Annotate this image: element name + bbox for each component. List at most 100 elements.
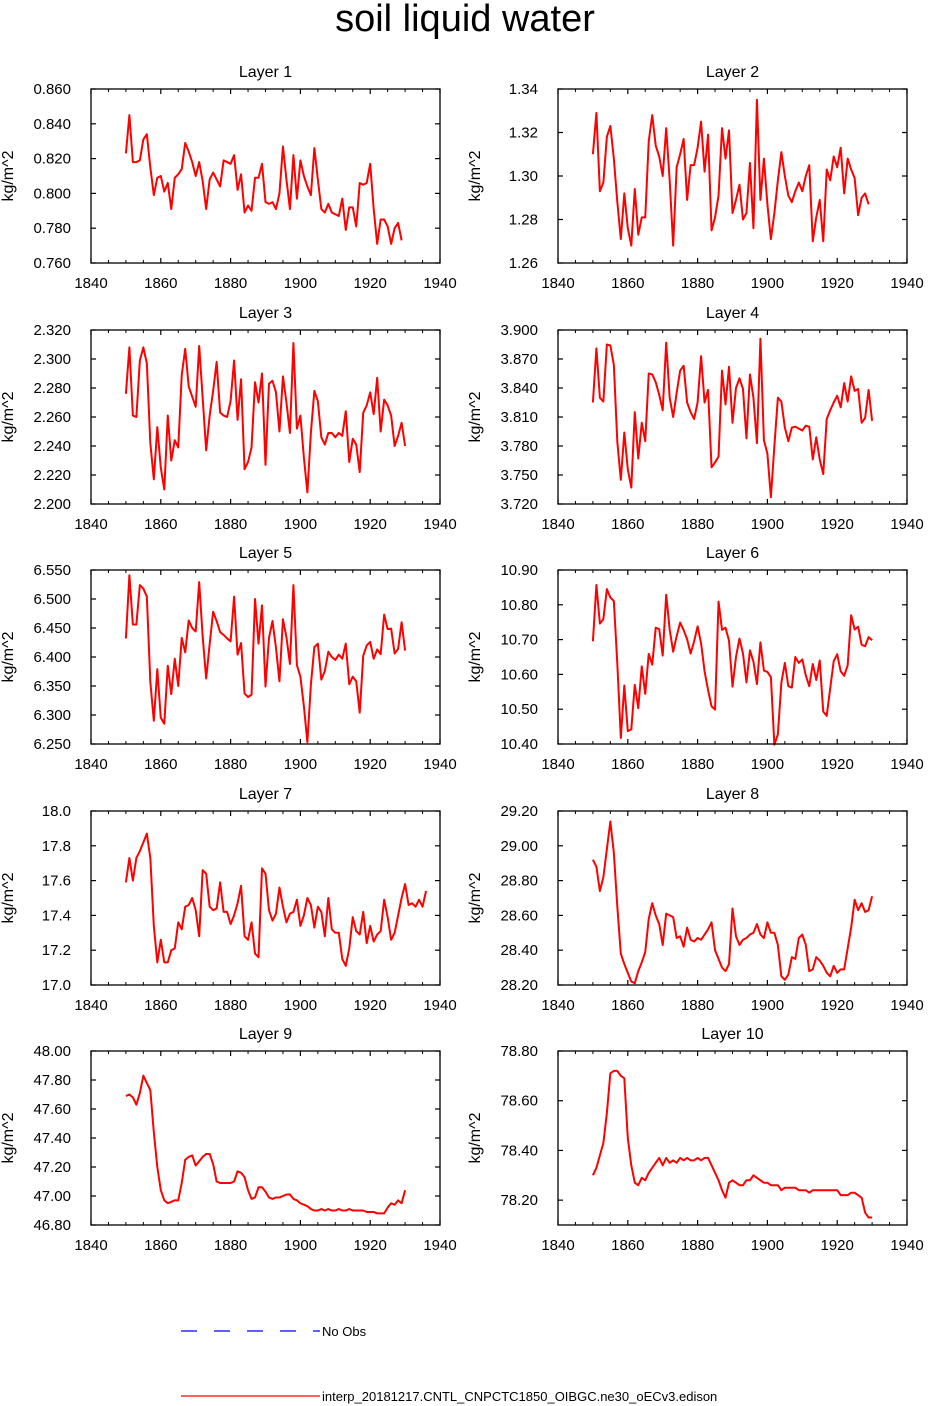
x-tick-label: 1920 xyxy=(821,1237,854,1254)
x-tick-label: 1840 xyxy=(541,275,574,292)
x-tick-label: 1940 xyxy=(890,275,923,292)
panel-title: Layer 5 xyxy=(239,545,292,562)
x-tick-label: 1880 xyxy=(214,516,247,533)
y-tick-label: 3.720 xyxy=(500,496,538,513)
y-tick-label: 1.32 xyxy=(509,125,538,142)
x-tick-label: 1840 xyxy=(541,1237,574,1254)
x-tick-label: 1860 xyxy=(144,756,177,773)
y-tick-label: 10.80 xyxy=(500,597,538,614)
y-axis-label: kg/m^2 xyxy=(467,631,484,682)
x-tick-label: 1880 xyxy=(681,756,714,773)
panel-4: Layer 4 1840 1860 1880 1900 1920 1940 3.720 3.75… xyxy=(467,305,924,533)
y-axis-label: kg/m^2 xyxy=(0,631,17,682)
x-tick-label: 1880 xyxy=(214,997,247,1014)
y-tick-label: 10.60 xyxy=(500,666,538,683)
panel-3: Layer 3 1840 1860 1880 1900 1920 1940 2.200 2.22… xyxy=(0,305,457,533)
x-tick-label: 1860 xyxy=(144,1237,177,1254)
y-tick-label: 3.810 xyxy=(500,409,538,426)
x-tick-label: 1940 xyxy=(890,516,923,533)
panel-title: Layer 6 xyxy=(706,545,759,562)
y-axis-label: kg/m^2 xyxy=(467,1112,484,1163)
x-tick-label: 1920 xyxy=(821,275,854,292)
y-axis-label: kg/m^2 xyxy=(467,872,484,923)
x-tick-label: 1840 xyxy=(74,516,107,533)
panel-title: Layer 4 xyxy=(706,305,759,322)
y-tick-label: 18.0 xyxy=(42,803,71,820)
y-tick-label: 78.20 xyxy=(500,1192,538,1209)
series-line xyxy=(591,337,874,499)
plot-frame xyxy=(557,810,908,986)
x-tick-label: 1920 xyxy=(821,997,854,1014)
panel-title: Layer 1 xyxy=(239,64,292,81)
y-tick-label: 2.280 xyxy=(33,380,71,397)
panel-7: Layer 7 1840 1860 1880 1900 1920 1940 17.0 17.2 1… xyxy=(0,786,457,1014)
x-tick-label: 1840 xyxy=(74,275,107,292)
plot-frame xyxy=(90,569,441,745)
x-tick-label: 1880 xyxy=(681,1237,714,1254)
x-tick-label: 1900 xyxy=(284,997,317,1014)
y-tick-label: 3.780 xyxy=(500,438,538,455)
y-tick-label: 10.70 xyxy=(500,632,538,649)
y-tick-label: 28.60 xyxy=(500,907,538,924)
x-tick-label: 1860 xyxy=(144,516,177,533)
y-tick-label: 28.20 xyxy=(500,977,538,994)
x-tick-label: 1900 xyxy=(751,516,784,533)
y-tick-label: 0.800 xyxy=(33,185,71,202)
panel-8: Layer 8 1840 1860 1880 1900 1920 1940 28.20 28.4… xyxy=(467,786,924,1014)
series-line xyxy=(592,820,874,985)
y-tick-label: 1.34 xyxy=(509,81,538,98)
x-tick-label: 1940 xyxy=(890,756,923,773)
x-tick-label: 1860 xyxy=(611,997,644,1014)
y-tick-label: 28.80 xyxy=(500,873,538,890)
y-tick-label: 0.840 xyxy=(33,116,71,133)
y-tick-label: 47.20 xyxy=(33,1159,71,1176)
y-tick-label: 17.6 xyxy=(42,873,71,890)
x-tick-label: 1920 xyxy=(354,1237,387,1254)
y-axis-label: kg/m^2 xyxy=(0,872,17,923)
x-tick-label: 1880 xyxy=(681,516,714,533)
x-tick-label: 1900 xyxy=(751,997,784,1014)
x-tick-label: 1900 xyxy=(751,1237,784,1254)
x-tick-label: 1920 xyxy=(821,516,854,533)
series-line xyxy=(591,1069,873,1219)
y-tick-label: 3.870 xyxy=(500,351,538,368)
panel-1: Layer 1 1840 1860 1880 1900 1920 1940 0.760 0.78… xyxy=(0,64,457,292)
series-line xyxy=(124,574,407,744)
y-tick-label: 47.00 xyxy=(33,1188,71,1205)
y-tick-label: 3.840 xyxy=(500,380,538,397)
series-line xyxy=(124,832,428,967)
x-tick-label: 1940 xyxy=(423,516,456,533)
y-tick-label: 3.900 xyxy=(500,322,538,339)
x-tick-label: 1940 xyxy=(423,997,456,1014)
x-tick-label: 1860 xyxy=(611,516,644,533)
y-tick-label: 47.80 xyxy=(33,1072,71,1089)
panel-5: Layer 5 1840 1860 1880 1900 1920 1940 6.250 6.30… xyxy=(0,545,457,773)
y-tick-label: 0.760 xyxy=(33,255,71,272)
panel-title: Layer 8 xyxy=(706,786,759,803)
y-tick-label: 48.00 xyxy=(33,1043,71,1060)
x-tick-label: 1860 xyxy=(611,1237,644,1254)
y-tick-label: 47.60 xyxy=(33,1101,71,1118)
panel-6: Layer 6 1840 1860 1880 1900 1920 1940 10.40 10.5… xyxy=(467,545,924,773)
x-tick-label: 1880 xyxy=(681,997,714,1014)
y-tick-label: 2.260 xyxy=(33,409,71,426)
x-tick-label: 1940 xyxy=(890,1237,923,1254)
y-tick-label: 1.26 xyxy=(509,255,538,272)
y-tick-label: 47.40 xyxy=(33,1130,71,1147)
x-tick-label: 1840 xyxy=(541,516,574,533)
y-axis-label: kg/m^2 xyxy=(467,150,484,201)
panel-title: Layer 2 xyxy=(706,64,759,81)
y-tick-label: 2.200 xyxy=(33,496,71,513)
plot-frame xyxy=(90,88,441,264)
x-tick-label: 1880 xyxy=(214,756,247,773)
series-line xyxy=(591,583,873,746)
y-axis-label: kg/m^2 xyxy=(467,391,484,442)
x-tick-label: 1840 xyxy=(74,756,107,773)
x-tick-label: 1840 xyxy=(74,997,107,1014)
x-tick-label: 1900 xyxy=(284,516,317,533)
series-line xyxy=(125,1074,407,1215)
x-tick-label: 1840 xyxy=(541,756,574,773)
y-tick-label: 0.780 xyxy=(33,220,71,237)
series-line xyxy=(591,98,870,247)
y-tick-label: 6.300 xyxy=(33,707,71,724)
